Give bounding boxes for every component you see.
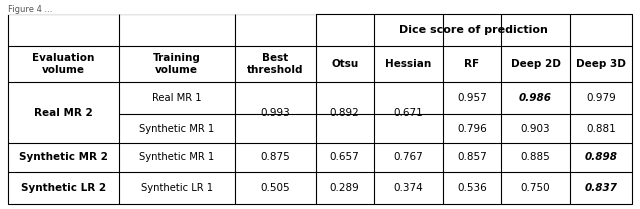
Text: 0.536: 0.536 <box>457 183 487 193</box>
Text: Synthetic MR 1: Synthetic MR 1 <box>139 153 214 163</box>
Text: 0.374: 0.374 <box>394 183 423 193</box>
Text: Best
threshold: Best threshold <box>247 53 303 75</box>
Text: 0.796: 0.796 <box>457 124 487 134</box>
Text: Synthetic MR 2: Synthetic MR 2 <box>19 153 108 163</box>
Text: 0.857: 0.857 <box>457 153 487 163</box>
Text: 0.767: 0.767 <box>394 153 423 163</box>
Text: 0.885: 0.885 <box>520 153 550 163</box>
Text: Real MR 2: Real MR 2 <box>34 107 93 117</box>
Text: Synthetic LR 2: Synthetic LR 2 <box>21 183 106 193</box>
Text: 0.892: 0.892 <box>330 107 360 117</box>
Text: 0.881: 0.881 <box>586 124 616 134</box>
Text: Evaluation
volume: Evaluation volume <box>32 53 95 75</box>
Text: 0.289: 0.289 <box>330 183 360 193</box>
Text: Synthetic MR 1: Synthetic MR 1 <box>139 124 214 134</box>
Text: Deep 2D: Deep 2D <box>511 59 561 69</box>
Text: Otsu: Otsu <box>331 59 358 69</box>
Text: 0.979: 0.979 <box>586 93 616 103</box>
Text: Figure 4 ...: Figure 4 ... <box>8 5 52 14</box>
Text: Dice score of prediction: Dice score of prediction <box>399 25 548 35</box>
Text: Synthetic LR 1: Synthetic LR 1 <box>141 183 212 193</box>
Text: 0.903: 0.903 <box>521 124 550 134</box>
Text: 0.957: 0.957 <box>457 93 487 103</box>
Text: Training
volume: Training volume <box>153 53 201 75</box>
Text: 0.875: 0.875 <box>260 153 290 163</box>
Text: Real MR 1: Real MR 1 <box>152 93 202 103</box>
Text: 0.505: 0.505 <box>260 183 290 193</box>
Text: RF: RF <box>465 59 479 69</box>
Text: Hessian: Hessian <box>385 59 431 69</box>
Text: 0.671: 0.671 <box>394 107 423 117</box>
Text: 0.750: 0.750 <box>521 183 550 193</box>
Text: 0.986: 0.986 <box>519 93 552 103</box>
Text: 0.993: 0.993 <box>260 107 290 117</box>
Text: 0.657: 0.657 <box>330 153 360 163</box>
Text: 0.898: 0.898 <box>584 153 618 163</box>
Text: 0.837: 0.837 <box>584 183 618 193</box>
Text: Deep 3D: Deep 3D <box>576 59 626 69</box>
